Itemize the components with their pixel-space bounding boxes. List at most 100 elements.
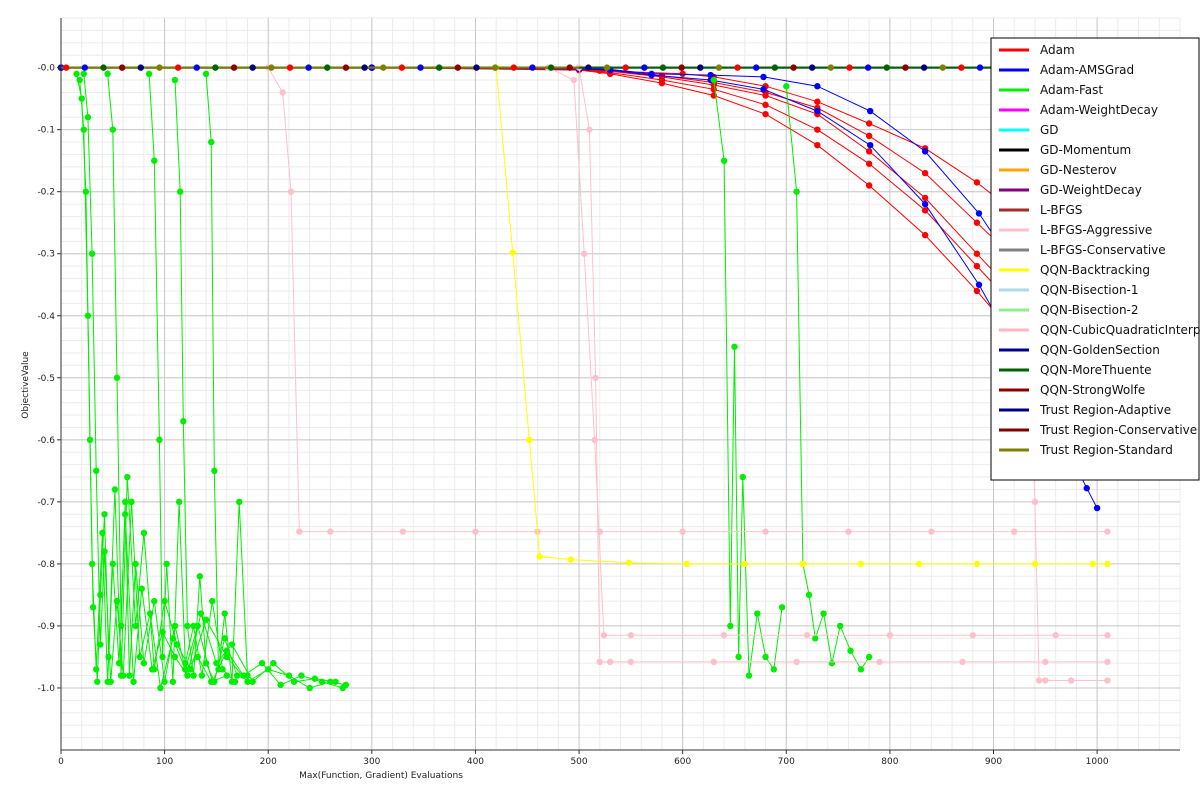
- legend-label: Adam-Fast: [1040, 83, 1103, 97]
- data-point-adam-fast: [171, 76, 179, 84]
- data-point-adam-fast: [84, 114, 92, 121]
- data-point-flat: [435, 64, 443, 71]
- data-point-adam-fast: [104, 70, 111, 78]
- data-point-adam-fast: [136, 653, 143, 661]
- data-point-adam-fast: [111, 486, 119, 493]
- data-point-adam-fast: [196, 573, 204, 580]
- y-axis-title: ObjectiveValue: [21, 351, 31, 419]
- data-point-flat: [827, 64, 835, 71]
- data-point-adam-fast: [208, 138, 215, 146]
- data-point-flat: [268, 64, 275, 71]
- legend-label: Adam-AMSGrad: [1040, 63, 1134, 77]
- data-point-adam-fast: [244, 672, 251, 679]
- data-point-l-bfgs-aggressive: [1104, 658, 1111, 666]
- data-point-adam-fast: [176, 188, 184, 195]
- data-point-adam-amsgrad: [921, 148, 929, 155]
- data-point-adam-fast: [762, 653, 769, 661]
- data-point-adam-amsgrad: [760, 73, 767, 81]
- data-point-l-bfgs-aggressive: [969, 632, 976, 639]
- data-point-l-bfgs-aggressive: [1052, 632, 1059, 639]
- data-point-flat: [846, 64, 853, 71]
- data-point-flat: [864, 64, 872, 71]
- data-point-adam-fast: [89, 604, 97, 611]
- data-point-adam-fast: [93, 666, 100, 673]
- data-point-adam-fast: [754, 610, 761, 617]
- data-point-flat: [659, 64, 667, 71]
- data-point-adam-fast: [228, 678, 236, 685]
- data-point-qqn-backtracking: [857, 560, 865, 568]
- data-point-adam-fast: [80, 126, 87, 133]
- data-point-flat: [697, 64, 704, 71]
- data-point-adam-fast: [122, 498, 129, 506]
- data-point-flat: [641, 64, 648, 71]
- data-point-adam-fast: [318, 678, 326, 685]
- legend-label: QQN-Backtracking: [1040, 263, 1150, 277]
- data-point-adam-fast: [202, 70, 210, 78]
- y-tick-label: -0.9: [37, 622, 55, 632]
- data-point-l-bfgs-aggressive: [710, 658, 717, 666]
- data-point-qqn-backtracking: [536, 553, 543, 560]
- data-point-l-bfgs-aggressive: [570, 76, 578, 84]
- data-point-adam-fast: [184, 672, 191, 679]
- series-line-adam-fast: [79, 79, 336, 683]
- data-point-adam-fast: [783, 83, 790, 90]
- y-tick-label: -1.0: [37, 684, 55, 694]
- data-point-l-bfgs-aggressive: [296, 528, 303, 535]
- data-point-flat: [622, 64, 629, 71]
- data-point-adam-fast: [202, 659, 210, 667]
- legend-box: [990, 37, 1200, 481]
- data-point-l-bfgs-aggressive: [1031, 498, 1039, 506]
- y-tick-label: -0.2: [37, 188, 55, 198]
- data-point-adam-fast: [211, 467, 218, 475]
- y-tick-label: -0.6: [37, 436, 55, 446]
- data-point-adam-fast: [130, 678, 137, 685]
- data-point-adam: [921, 169, 929, 177]
- data-point-adam-fast: [113, 597, 121, 605]
- data-point-adam: [921, 194, 929, 202]
- legend-label: L-BFGS-Aggressive: [1040, 223, 1152, 237]
- data-point-adam-amsgrad: [648, 71, 655, 79]
- data-point-qqn-backtracking: [526, 436, 533, 444]
- data-point-adam-fast: [735, 653, 742, 661]
- data-point-flat: [62, 64, 70, 71]
- data-point-flat: [715, 64, 723, 71]
- data-point-flat: [81, 64, 89, 71]
- data-point-adam-fast: [124, 473, 131, 481]
- legend-label: Trust Region-Standard: [1039, 443, 1173, 457]
- legend-label: QQN-Bisection-1: [1040, 283, 1139, 297]
- data-point-adam-fast: [731, 343, 738, 350]
- data-point-adam-fast: [221, 610, 228, 617]
- data-point-adam-amsgrad: [814, 107, 821, 115]
- y-tick-label: -0.7: [37, 498, 55, 508]
- data-point-adam-fast: [215, 666, 222, 673]
- data-point-adam-fast: [739, 473, 746, 481]
- data-point-l-bfgs-aggressive: [720, 632, 728, 639]
- data-point-qqn-backtracking: [567, 556, 574, 563]
- data-point-adam-fast: [306, 684, 313, 692]
- data-point-adam-fast: [117, 622, 125, 630]
- data-point-flat: [118, 64, 126, 71]
- data-point-adam-fast: [857, 666, 865, 673]
- data-point-adam-fast: [88, 560, 96, 568]
- x-tick-label: 1000: [1086, 757, 1109, 767]
- x-tick-label: 100: [156, 757, 173, 767]
- data-point-adam-fast: [132, 622, 139, 630]
- data-point-adam-fast: [101, 548, 108, 555]
- data-point-qqn-backtracking: [1031, 560, 1039, 568]
- legend-label: Trust Region-Adaptive: [1039, 403, 1171, 417]
- data-point-adam-fast: [236, 498, 243, 506]
- data-point-l-bfgs-aggressive: [959, 658, 966, 666]
- data-point-flat: [324, 64, 331, 71]
- legend-label: GD-Nesterov: [1040, 163, 1117, 177]
- data-point-flat: [212, 64, 219, 71]
- legend-label: GD-WeightDecay: [1040, 183, 1142, 197]
- data-point-qqn-backtracking: [509, 249, 516, 256]
- data-point-flat: [902, 64, 909, 71]
- data-point-flat: [230, 64, 238, 71]
- data-point-adam-fast: [184, 622, 191, 630]
- data-point-l-bfgs-aggressive: [472, 528, 479, 535]
- data-point-adam-fast: [84, 312, 92, 319]
- data-point-adam-fast: [770, 666, 778, 673]
- data-point-flat: [603, 64, 611, 71]
